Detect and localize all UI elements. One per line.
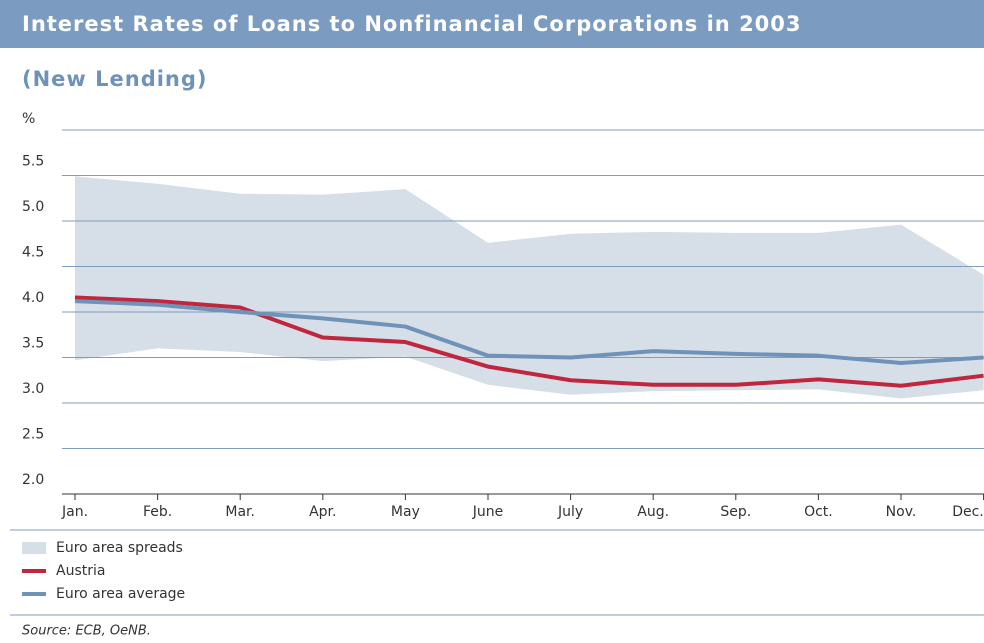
legend-label: Euro area average <box>56 586 185 602</box>
chart-subtitle: (New Lending) <box>22 67 208 91</box>
x-tick-label: Mar. <box>225 504 255 520</box>
y-tick-label: 2.0 <box>22 472 44 488</box>
x-tick-label: Jan. <box>61 504 88 520</box>
x-tick-label: May <box>391 504 420 520</box>
source: Source: ECB, OeNB. <box>22 624 151 639</box>
series-line <box>74 295 984 388</box>
x-tick-label: Apr. <box>309 504 336 520</box>
y-tick-label: 3.5 <box>22 336 44 352</box>
chart-title: Interest Rates of Loans to Nonfinancial … <box>22 12 802 36</box>
y-tick-label: 4.0 <box>22 290 44 306</box>
series-line <box>74 299 984 365</box>
x-tick-label: Sep. <box>720 504 751 520</box>
y-tick-label: 5.5 <box>22 154 44 170</box>
y-tick-label: 3.0 <box>22 381 44 397</box>
y-axis-label: % <box>22 111 35 127</box>
y-tick-label: 4.5 <box>22 245 44 261</box>
x-tick-label: Aug. <box>637 504 669 520</box>
y-tick-label: 5.0 <box>22 199 44 215</box>
x-tick-label: Oct. <box>804 504 833 520</box>
spread-band <box>75 176 984 399</box>
x-tick-label: Nov. <box>886 504 917 520</box>
x-tick-label: Dec. <box>952 504 984 520</box>
x-tick-label: Feb. <box>143 504 172 520</box>
legend-swatch <box>22 542 46 554</box>
x-tick-label: June <box>472 504 504 520</box>
title-bar <box>0 0 984 48</box>
legend-label: Austria <box>56 563 105 579</box>
legend-label: Euro area spreads <box>56 540 183 556</box>
x-tick-label: July <box>557 504 583 520</box>
y-tick-label: 2.5 <box>22 427 44 443</box>
